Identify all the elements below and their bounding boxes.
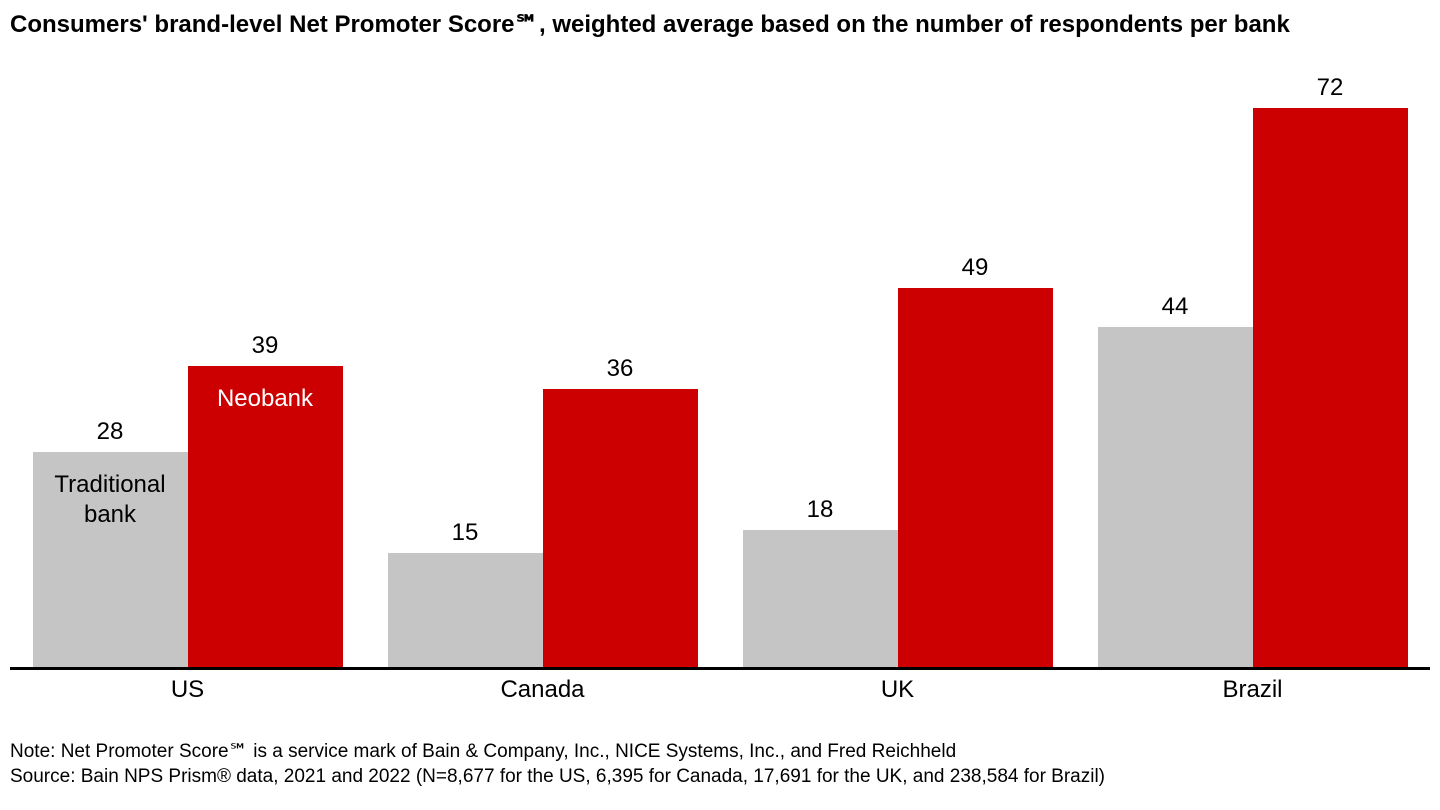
bar-value-label: 72 [1253, 74, 1408, 102]
bar-wrap: 39 Neobank [188, 85, 343, 670]
bar-pair: 28 Traditionalbank 39 Neobank [10, 85, 365, 670]
bar-group: 1849 [720, 85, 1075, 670]
bar-value-label: 28 [33, 418, 188, 446]
x-axis-label: US [10, 670, 365, 710]
x-axis-labels: USCanadaUKBrazil [10, 670, 1430, 710]
bar-neobank: 36 [543, 389, 698, 670]
bar-value-label: 39 [188, 332, 343, 360]
bar-groups: 28Traditionalbank39Neobank153618494472 [10, 85, 1430, 670]
bar-value-label: 36 [543, 355, 698, 383]
bar-traditional: 15 [388, 553, 543, 670]
bar-value-label: 49 [898, 254, 1053, 282]
bar-wrap: 15 [388, 85, 543, 670]
x-axis-label: Canada [365, 670, 720, 710]
bar-wrap: 28 Traditionalbank [33, 85, 188, 670]
bar-group: 4472 [1075, 85, 1430, 670]
source-text: Source: Bain NPS Prism® data, 2021 and 2… [10, 764, 1430, 790]
series-label-neobank: Neobank [188, 384, 343, 414]
bar-wrap: 49 [898, 85, 1053, 670]
bar-group: 1536 [365, 85, 720, 670]
chart-title: Consumers' brand-level Net Promoter Scor… [0, 10, 1440, 39]
bar-neobank: 39Neobank [188, 366, 343, 670]
bar-traditional: 28Traditionalbank [33, 452, 188, 670]
bar-wrap: 36 [543, 85, 698, 670]
chart-container: Consumers' brand-level Net Promoter Scor… [0, 0, 1440, 810]
bar-value-label: 44 [1098, 293, 1253, 321]
bar-wrap: 44 [1098, 85, 1253, 670]
chart-area: 28Traditionalbank39Neobank153618494472 U… [10, 85, 1430, 710]
bar-traditional: 18 [743, 530, 898, 670]
bar-wrap: 18 [743, 85, 898, 670]
bar-pair: 4472 [1075, 85, 1430, 670]
bar-neobank: 72 [1253, 108, 1408, 670]
bar-wrap: 72 [1253, 85, 1408, 670]
note-text: Note: Net Promoter Score℠ is a service m… [10, 739, 1430, 765]
x-axis-label: UK [720, 670, 1075, 710]
bar-neobank: 49 [898, 288, 1053, 670]
bar-pair: 1849 [720, 85, 1075, 670]
bar-value-label: 18 [743, 496, 898, 524]
series-label-traditional: Traditionalbank [33, 470, 188, 530]
bar-value-label: 15 [388, 519, 543, 547]
bar-group: 28 Traditionalbank 39 Neobank [10, 85, 365, 670]
bar-pair: 1536 [365, 85, 720, 670]
footnotes: Note: Net Promoter Score℠ is a service m… [10, 739, 1430, 790]
bar-traditional: 44 [1098, 327, 1253, 670]
x-axis-label: Brazil [1075, 670, 1430, 710]
